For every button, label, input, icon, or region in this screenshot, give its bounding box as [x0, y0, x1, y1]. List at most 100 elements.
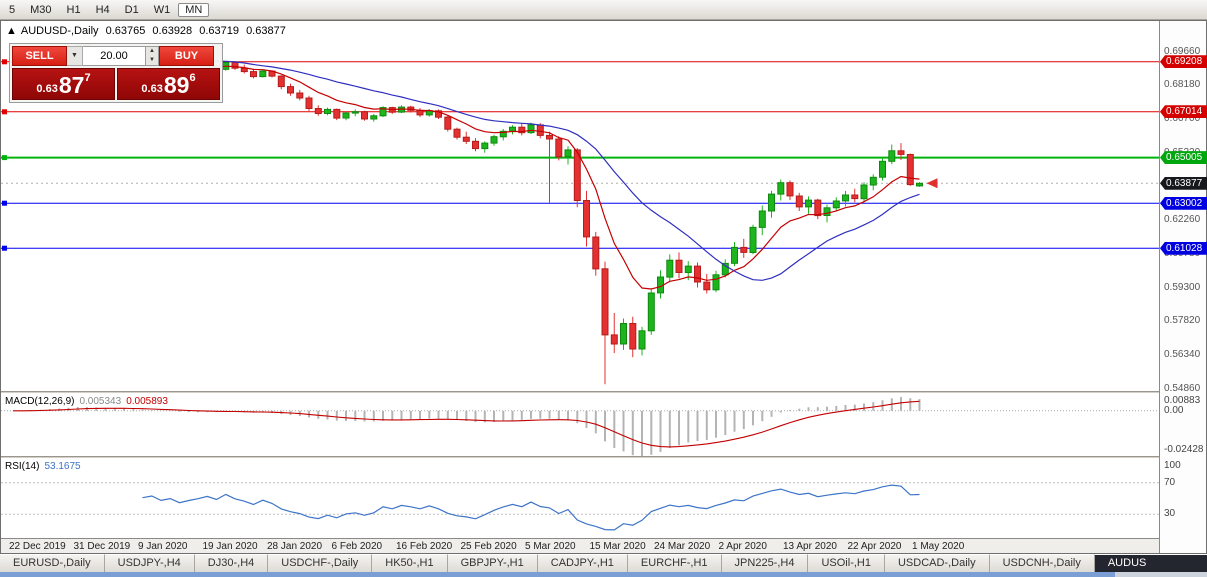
- symbol-tab[interactable]: CADJPY-,H1: [537, 554, 628, 572]
- date-label: 6 Feb 2020: [331, 541, 383, 552]
- scrollbar-thumb[interactable]: [0, 572, 1115, 577]
- rsi-axis-30: 30: [1164, 508, 1176, 520]
- ask-main-digits: 89: [163, 72, 190, 98]
- date-label: 28 Jan 2020: [267, 541, 323, 552]
- chart-window: ▲ AUDUSD-,Daily 0.63765 0.63928 0.63719 0…: [0, 20, 1207, 554]
- horizontal-scrollbar[interactable]: [0, 572, 1207, 577]
- macd-axis-max: 0.00883: [1164, 395, 1201, 406]
- price-tick: 0.59300: [1164, 281, 1201, 293]
- date-label: 16 Feb 2020: [396, 541, 453, 552]
- bid-price-box[interactable]: 0.63 87 7: [12, 68, 115, 100]
- timeframe-button-mn[interactable]: MN: [178, 2, 210, 17]
- ohlc-close: 0.63877: [246, 25, 286, 37]
- symbol-tab[interactable]: USDCHF-,Daily: [268, 554, 373, 572]
- macd-axis-zero: 0.00: [1164, 404, 1184, 416]
- timeframe-button-h1[interactable]: H1: [66, 3, 81, 16]
- symbol-tab[interactable]: USDCNH-,Daily: [989, 554, 1095, 572]
- price-tick: 0.56340: [1164, 349, 1201, 360]
- spinner-down-icon[interactable]: ▼: [149, 57, 155, 63]
- rsi-value: 53.1675: [44, 461, 81, 472]
- price-badge: 0.65005: [1160, 151, 1207, 165]
- pane-splitter[interactable]: [1, 391, 1159, 394]
- ask-prefix: 0.63: [141, 83, 163, 95]
- date-label: 9 Jan 2020: [138, 541, 188, 552]
- rsi-name: RSI(14): [5, 461, 40, 472]
- symbol-tab[interactable]: USOil-,H1: [808, 554, 885, 572]
- price-badge: 0.61028: [1160, 241, 1207, 255]
- bid-prefix: 0.63: [36, 83, 58, 95]
- symbol-name: AUDUSD-,Daily: [20, 25, 99, 37]
- date-label: 2 Apr 2020: [718, 541, 767, 552]
- buy-button[interactable]: BUY: [159, 46, 214, 66]
- date-label: 5 Mar 2020: [525, 541, 576, 552]
- ohlc-open: 0.63765: [105, 25, 146, 37]
- symbol-tab[interactable]: DJ30-,H4: [194, 554, 269, 572]
- symbol-tab[interactable]: EURUSD-,Daily: [0, 554, 105, 572]
- ask-pipette: 6: [189, 72, 196, 84]
- symbol-tab[interactable]: AUDUS: [1094, 554, 1207, 572]
- macd-label: MACD(12,26,9) 0.005343 0.005893: [5, 396, 168, 407]
- price-tick: 0.69660: [1164, 45, 1201, 57]
- timeframe-button-d1[interactable]: D1: [124, 3, 139, 16]
- macd-signal-value: 0.005893: [126, 396, 168, 407]
- symbol-tab[interactable]: EURCHF-,H1: [627, 554, 722, 572]
- ohlc-low: 0.63719: [199, 25, 239, 37]
- date-label: 31 Dec 2019: [73, 541, 131, 552]
- volume-spinner[interactable]: ▲ ▼: [146, 46, 159, 66]
- trade-panel-top-row: SELL ▼ ▲ ▼ BUY: [12, 46, 220, 66]
- price-badge: 0.67014: [1160, 105, 1207, 119]
- date-label: 24 Mar 2020: [654, 541, 711, 552]
- rsi-canvas: [1, 482, 1159, 531]
- price-axis[interactable]: 0.696600.681800.667000.652200.637400.622…: [1159, 21, 1207, 553]
- macd-pane[interactable]: MACD(12,26,9) 0.005343 0.005893: [1, 394, 1159, 456]
- timeframe-button-w1[interactable]: W1: [153, 3, 171, 16]
- volume-input[interactable]: [83, 46, 146, 66]
- price-tick: 0.62260: [1164, 214, 1201, 226]
- macd-axis-min: -0.02428: [1164, 444, 1204, 455]
- rsi-axis-100: 100: [1164, 460, 1181, 471]
- bid-pipette: 7: [84, 72, 91, 84]
- price-tick: 0.66700: [1164, 113, 1201, 124]
- candlestick-canvas: [1, 43, 1159, 385]
- date-label: 22 Dec 2019: [9, 541, 66, 552]
- chart-title: ▲ AUDUSD-,Daily 0.63765 0.63928 0.63719 0…: [6, 25, 290, 37]
- ask-price-box[interactable]: 0.63 89 6: [117, 68, 220, 100]
- chevron-down-icon[interactable]: ▼: [67, 46, 83, 66]
- symbol-tabs-bar: EURUSD-,Daily USDJPY-,H4 DJ30-,H4 USDCHF-,D…: [0, 554, 1207, 572]
- timeframe-button-h4[interactable]: H4: [95, 3, 110, 16]
- macd-canvas: [1, 397, 1159, 456]
- timeframe-button-m30[interactable]: M30: [30, 3, 52, 16]
- price-tick: 0.54860: [1164, 382, 1201, 394]
- sell-button[interactable]: SELL: [12, 46, 67, 66]
- one-click-trading-panel: SELL ▼ ▲ ▼ BUY 0.63 87 7 0.63 89 6: [9, 43, 223, 103]
- rsi-label: RSI(14) 53.1675: [5, 461, 81, 472]
- symbol-arrow-icon: ▲: [6, 25, 17, 37]
- date-label: 19 Jan 2020: [202, 541, 258, 552]
- date-label: 25 Feb 2020: [460, 541, 517, 552]
- date-label: 13 Apr 2020: [783, 541, 837, 552]
- price-badge: 0.63877: [1160, 176, 1207, 190]
- ohlc-high: 0.63928: [152, 25, 193, 37]
- pane-splitter[interactable]: [1, 456, 1159, 459]
- price-tick: 0.57820: [1164, 315, 1201, 327]
- symbol-tab[interactable]: USDJPY-,H4: [104, 554, 195, 572]
- price-badge: 0.63002: [1160, 196, 1207, 210]
- rsi-pane[interactable]: RSI(14) 53.1675: [1, 459, 1159, 538]
- date-label: 22 Apr 2020: [847, 541, 902, 552]
- symbol-tab[interactable]: HK50-,H1: [372, 554, 448, 572]
- rsi-axis-70: 70: [1164, 476, 1176, 488]
- price-badge: 0.69208: [1160, 55, 1207, 69]
- symbol-tab[interactable]: JPN225-,H4: [721, 554, 809, 572]
- bid-main-digits: 87: [58, 72, 85, 98]
- timeframe-button-5[interactable]: 5: [9, 3, 16, 16]
- price-tick: 0.68180: [1164, 79, 1201, 91]
- timeframe-toolbar: 5 M30 H1 H4 D1 W1 MN: [0, 0, 1207, 20]
- date-label: 15 Mar 2020: [589, 541, 646, 552]
- symbol-tab[interactable]: GBPJPY-,H1: [447, 554, 538, 572]
- symbol-tab[interactable]: USDCAD-,Daily: [884, 554, 990, 572]
- date-axis[interactable]: 22 Dec 2019 31 Dec 2019 9 Jan 2020 19 Jan 2…: [1, 538, 1159, 553]
- spinner-up-icon[interactable]: ▲: [149, 48, 155, 54]
- date-label: 1 May 2020: [912, 541, 965, 552]
- trade-panel-prices: 0.63 87 7 0.63 89 6: [12, 68, 220, 100]
